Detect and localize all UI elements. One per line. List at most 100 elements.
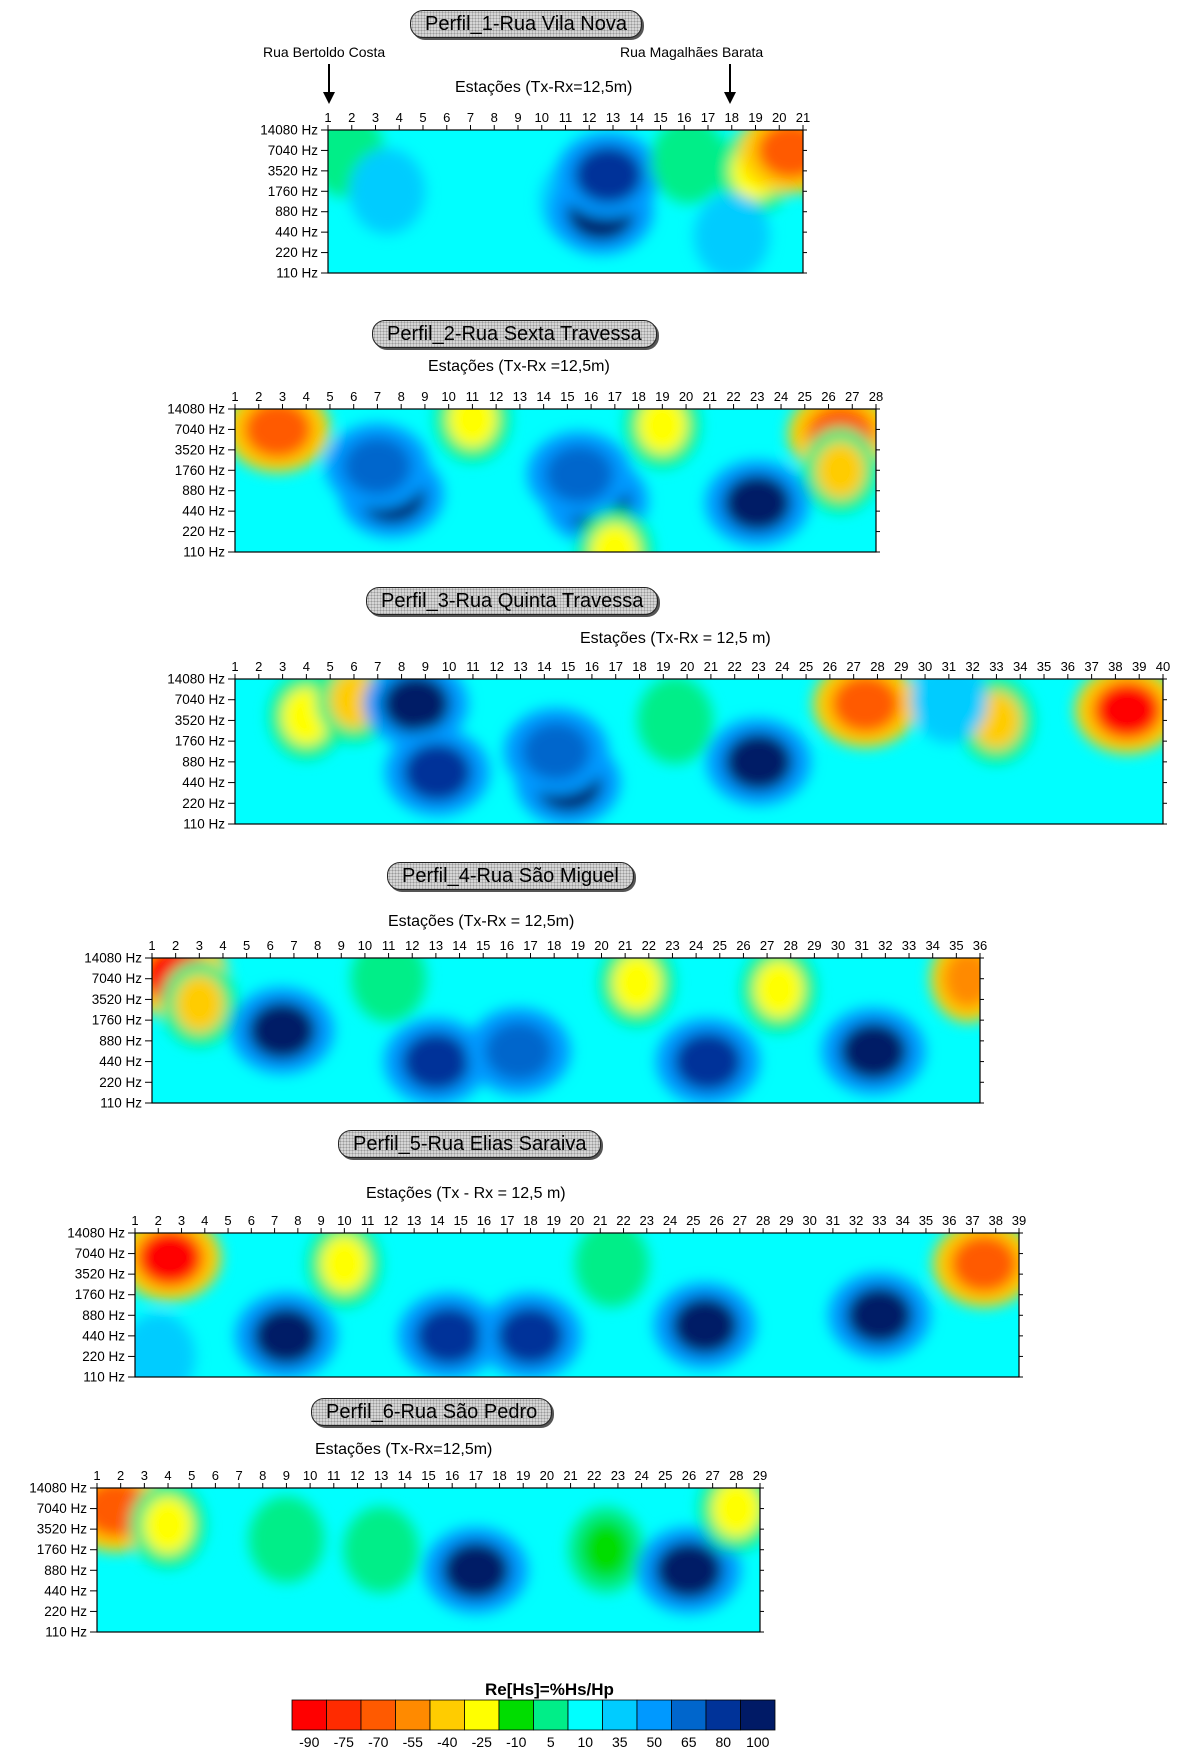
station-label: 2 — [155, 1213, 162, 1228]
station-label: 20 — [680, 659, 694, 674]
station-label: 8 — [259, 1468, 266, 1483]
station-label: 15 — [453, 1213, 467, 1228]
legend-tick-label: -90 — [299, 1734, 319, 1750]
station-label: 19 — [656, 659, 670, 674]
legend-swatch — [602, 1699, 638, 1731]
legend-swatch — [395, 1699, 431, 1731]
station-label: 14 — [452, 938, 466, 953]
legend-tick-label: -40 — [437, 1734, 457, 1750]
anomaly-core — [574, 146, 643, 204]
station-label: 2 — [348, 110, 355, 125]
station-label: 23 — [665, 938, 679, 953]
frequency-label: 880 Hz — [182, 483, 225, 498]
station-label: 21 — [704, 659, 718, 674]
frequency-label: 440 Hz — [182, 775, 225, 790]
profile-5-plot — [135, 1233, 1019, 1377]
profile-5-title: Perfil_5-Rua Elias Saraiva — [338, 1130, 602, 1158]
station-label: 26 — [823, 659, 837, 674]
frequency-label: 1760 Hz — [268, 184, 319, 199]
anomaly-core — [723, 474, 792, 532]
station-label: 34 — [1013, 659, 1027, 674]
station-label: 5 — [419, 110, 426, 125]
station-label: 13 — [513, 389, 527, 404]
anomaly-core — [664, 132, 714, 190]
station-label: 8 — [314, 938, 321, 953]
frequency-label: 110 Hz — [276, 266, 318, 281]
frequency-label: 1760 Hz — [75, 1287, 126, 1302]
station-label: 17 — [523, 938, 537, 953]
profile-2-title: Perfil_2-Rua Sexta Travessa — [372, 320, 657, 348]
legend-swatch — [464, 1699, 500, 1731]
frequency-label: 7040 Hz — [75, 1246, 126, 1261]
anomaly-core — [839, 1022, 908, 1081]
profile-3-xlabel: Estações (Tx-Rx = 12,5 m) — [580, 630, 771, 647]
station-label: 26 — [709, 1213, 723, 1228]
station-label: 31 — [854, 938, 868, 953]
station-label: 2 — [255, 389, 262, 404]
station-label: 22 — [587, 1468, 601, 1483]
legend-swatch — [498, 1699, 534, 1731]
anomaly-core — [174, 974, 224, 1033]
station-label: 21 — [796, 110, 810, 125]
legend-swatch — [740, 1699, 776, 1731]
station-label: 6 — [350, 389, 357, 404]
anomaly-core — [711, 1488, 760, 1538]
frequency-label: 7040 Hz — [268, 143, 319, 158]
station-label: 1 — [131, 1213, 138, 1228]
station-label: 9 — [338, 938, 345, 953]
station-label: 39 — [1012, 1213, 1026, 1228]
station-label: 3 — [196, 938, 203, 953]
station-label: 18 — [523, 1213, 537, 1228]
station-label: 15 — [421, 1468, 435, 1483]
station-label: 35 — [1037, 659, 1051, 674]
anomaly-core — [343, 437, 412, 495]
legend-swatch — [326, 1699, 362, 1731]
station-label: 29 — [894, 659, 908, 674]
profile-2-xlabel: Estações (Tx-Rx =12,5m) — [428, 358, 610, 375]
anomaly-core — [674, 1032, 742, 1091]
station-label: 3 — [279, 659, 286, 674]
station-label: 6 — [350, 659, 357, 674]
station-label: 14 — [537, 659, 551, 674]
anomaly-core — [724, 732, 793, 791]
station-label: 11 — [361, 1213, 375, 1228]
plot-frame — [151, 957, 981, 1104]
station-label: 7 — [290, 938, 297, 953]
station-label: 4 — [303, 389, 310, 404]
profile-3-title: Perfil_3-Rua Quinta Travessa — [366, 587, 659, 615]
station-label: 26 — [736, 938, 750, 953]
frequency-label: 7040 Hz — [175, 422, 226, 437]
station-label: 23 — [640, 1213, 654, 1228]
station-label: 9 — [283, 1468, 290, 1483]
station-label: 37 — [965, 1213, 979, 1228]
station-label: 36 — [942, 1213, 956, 1228]
frequency-label: 440 Hz — [182, 504, 225, 519]
station-label: 16 — [584, 389, 598, 404]
station-label: 9 — [421, 389, 428, 404]
frequency-label: 1760 Hz — [175, 734, 226, 749]
station-label: 6 — [267, 938, 274, 953]
station-label: 5 — [326, 389, 333, 404]
station-label: 10 — [441, 389, 455, 404]
profile-6-plot — [97, 1488, 760, 1632]
station-label: 1 — [324, 110, 331, 125]
profile-4-title: Perfil_4-Rua São Miguel — [387, 862, 634, 890]
station-label: 12 — [350, 1468, 364, 1483]
station-label: 12 — [384, 1213, 398, 1228]
station-label: 25 — [799, 659, 813, 674]
plot-frame — [234, 678, 1164, 825]
station-label: 10 — [535, 110, 549, 125]
anomaly-core — [924, 679, 974, 729]
anomaly-core — [650, 691, 700, 750]
station-label: 2 — [255, 659, 262, 674]
anomaly-core — [815, 441, 866, 499]
anomaly-core — [403, 743, 472, 802]
station-label: 20 — [570, 1213, 584, 1228]
station-label: 19 — [516, 1468, 530, 1483]
station-label: 25 — [658, 1468, 672, 1483]
anomaly-core — [587, 1235, 637, 1293]
frequency-label: 3520 Hz — [92, 992, 143, 1007]
station-label: 18 — [492, 1468, 506, 1483]
station-label: 17 — [608, 659, 622, 674]
station-label: 7 — [235, 1468, 242, 1483]
